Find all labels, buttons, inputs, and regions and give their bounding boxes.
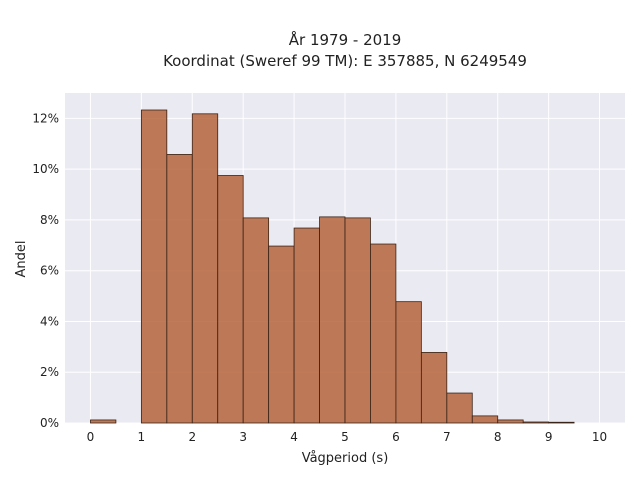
y-tick-label: 4%: [40, 314, 59, 328]
histogram-bar: [395, 301, 422, 424]
y-tick-label: 6%: [40, 264, 59, 278]
histogram-bar: [166, 154, 193, 424]
histogram-bar: [319, 216, 346, 424]
x-tick-label: 0: [87, 430, 95, 444]
x-tick-label: 5: [341, 430, 349, 444]
histogram-bar: [446, 392, 473, 424]
histogram-bar: [268, 245, 295, 424]
x-tick-label: 10: [592, 430, 607, 444]
histogram-bar: [420, 352, 448, 424]
chart-title-line-2: Koordinat (Sweref 99 TM): E 357885, N 62…: [163, 52, 527, 70]
histogram-bar: [344, 217, 371, 424]
y-tick-label: 12%: [32, 111, 59, 125]
y-tick-label: 0%: [40, 416, 59, 430]
bars: [90, 109, 575, 424]
histogram-bar: [370, 243, 397, 424]
x-axis-ticks: 0 1 2 3 4 5 6 7 8 9 10: [87, 430, 608, 444]
y-axis-label: Andel: [14, 241, 29, 278]
histogram-bar: [90, 419, 117, 424]
histogram-bar: [140, 109, 168, 424]
histogram-bar: [471, 415, 499, 424]
y-tick-label: 2%: [40, 365, 59, 379]
y-axis-ticks: 0% 2% 4% 6% 8% 10% 12%: [32, 111, 59, 430]
histogram-bar: [497, 419, 524, 424]
x-tick-label: 4: [290, 430, 298, 444]
y-tick-label: 10%: [32, 162, 59, 176]
x-tick-label: 7: [443, 430, 451, 444]
histogram-bar: [242, 217, 270, 424]
x-tick-label: 1: [138, 430, 146, 444]
x-tick-label: 8: [494, 430, 502, 444]
histogram-bar: [293, 227, 320, 424]
y-tick-label: 8%: [40, 213, 59, 227]
chart-title-line-1: År 1979 - 2019: [289, 30, 402, 49]
histogram-bar: [191, 113, 219, 424]
x-tick-label: 9: [545, 430, 553, 444]
x-tick-label: 2: [188, 430, 196, 444]
x-tick-label: 6: [392, 430, 400, 444]
histogram-bar: [217, 175, 244, 424]
histogram-bar: [522, 421, 550, 424]
x-axis-label: Vågperiod (s): [302, 451, 389, 466]
x-tick-label: 3: [239, 430, 247, 444]
histogram-bar: [548, 421, 575, 424]
